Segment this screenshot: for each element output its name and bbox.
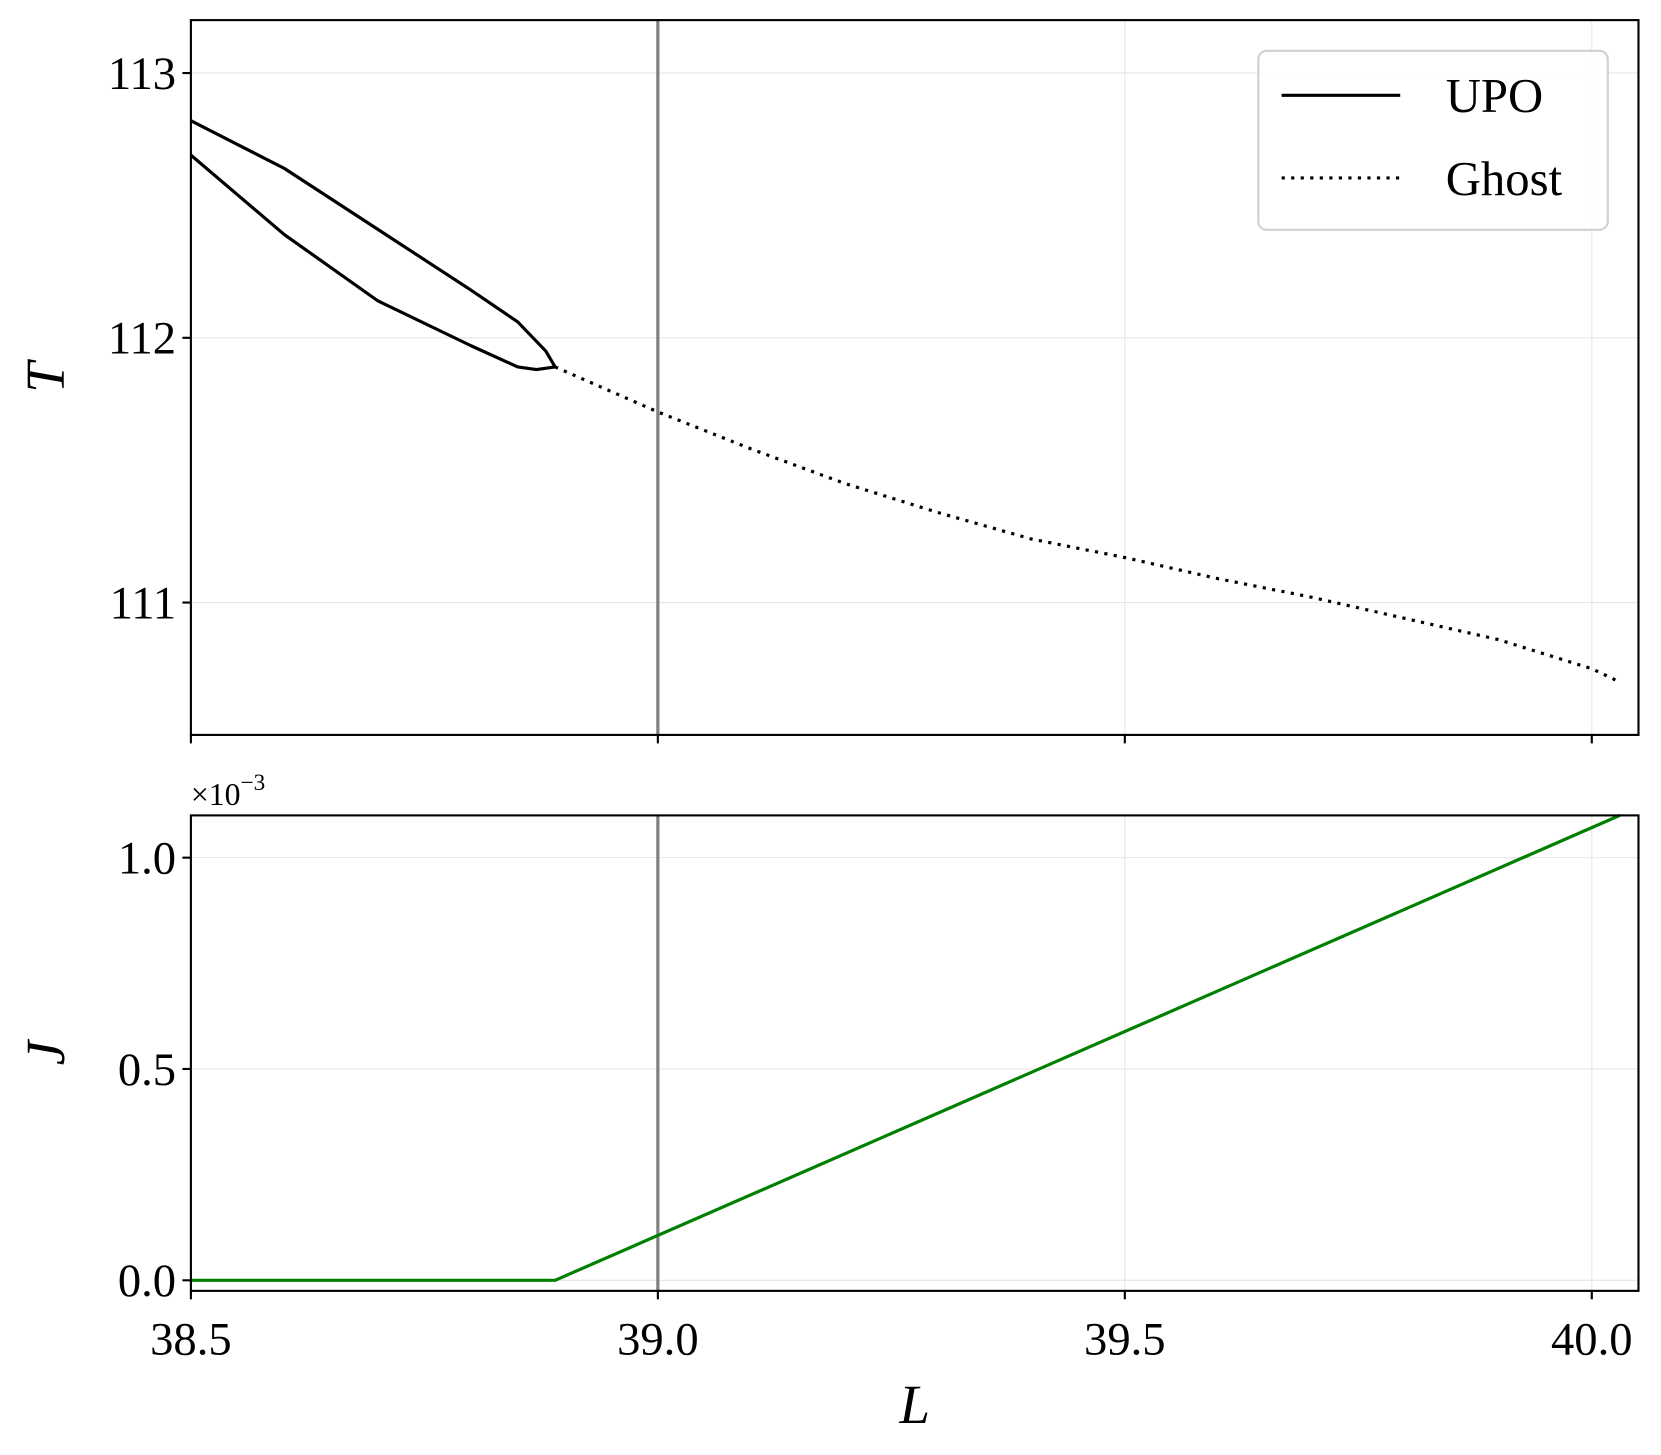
y-tick-label: 1.0	[118, 833, 176, 885]
legend-label: Ghost	[1446, 152, 1563, 206]
plot-frame	[189, 19, 1640, 736]
plot-frame	[189, 814, 1640, 1292]
y-axis-label: T	[15, 359, 76, 393]
legend-label: UPO	[1446, 69, 1543, 123]
x-axis-label: L	[898, 1374, 930, 1435]
offset-base: ×10	[191, 777, 241, 812]
y-axis-label: J	[15, 1038, 76, 1065]
data-line	[554, 365, 1621, 684]
x-tick-label: 40.0	[1551, 1313, 1633, 1365]
offset-exponent: −3	[241, 770, 266, 796]
x-tick-label: 39.5	[1084, 1313, 1166, 1365]
y-tick-label: 0.5	[118, 1044, 176, 1096]
data-line	[189, 119, 557, 372]
x-tick-label: 39.0	[617, 1313, 699, 1365]
x-tick-label: 38.5	[150, 1313, 232, 1365]
y-tick-label: 112	[108, 313, 176, 365]
data-line	[190, 813, 1621, 1282]
y-tick-label: 111	[110, 577, 176, 629]
axis-offset: ×10−3	[191, 770, 265, 812]
y-tick-label: 113	[108, 48, 176, 100]
y-tick-label: 0.0	[118, 1255, 176, 1307]
